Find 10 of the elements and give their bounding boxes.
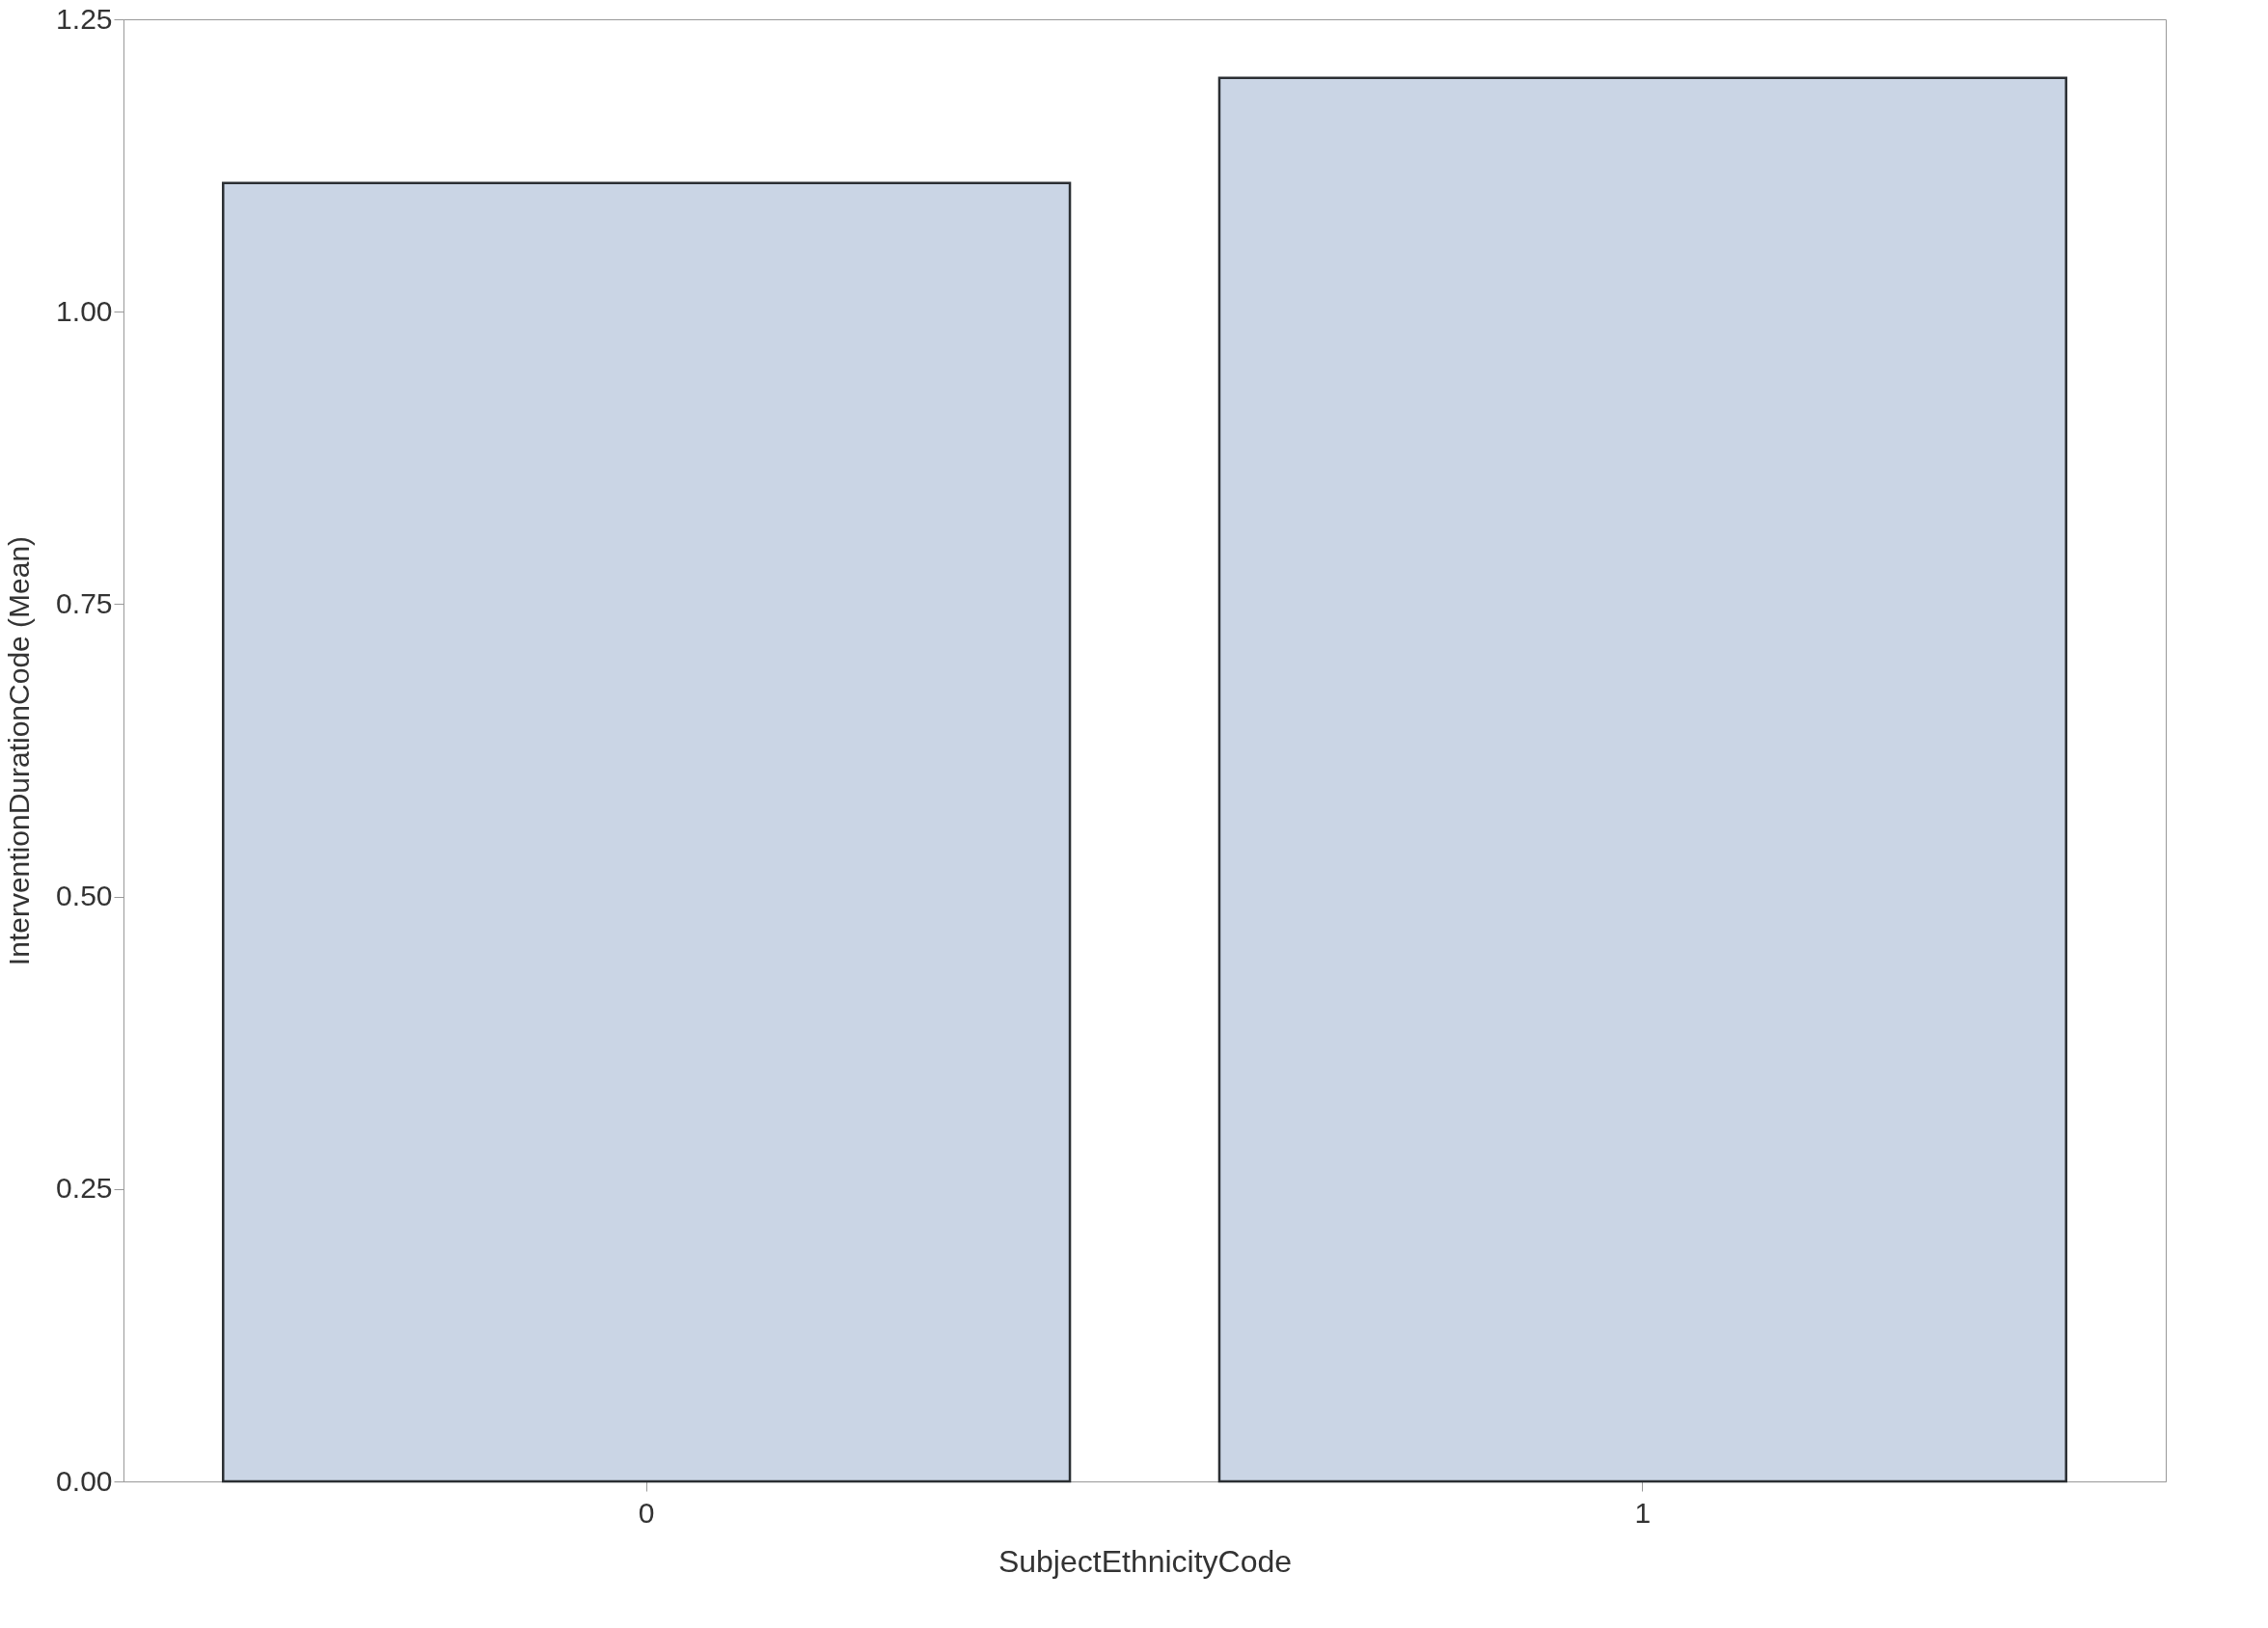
x-tick-label: 0 (638, 1496, 655, 1529)
y-tick-label: 0.50 (56, 880, 113, 912)
y-tick-label: 1.25 (56, 2, 113, 35)
y-tick-label: 0.75 (56, 586, 113, 619)
x-axis-title: SubjectEthnicityCode (997, 1543, 1293, 1579)
y-tick-label: 0.00 (56, 1464, 113, 1497)
y-tick-label: 0.25 (56, 1172, 113, 1205)
x-tick-label: 1 (1634, 1496, 1652, 1529)
y-tick-label: 1.00 (56, 294, 113, 327)
y-axis-title: InterventionDurationCode (Mean) (3, 535, 36, 966)
